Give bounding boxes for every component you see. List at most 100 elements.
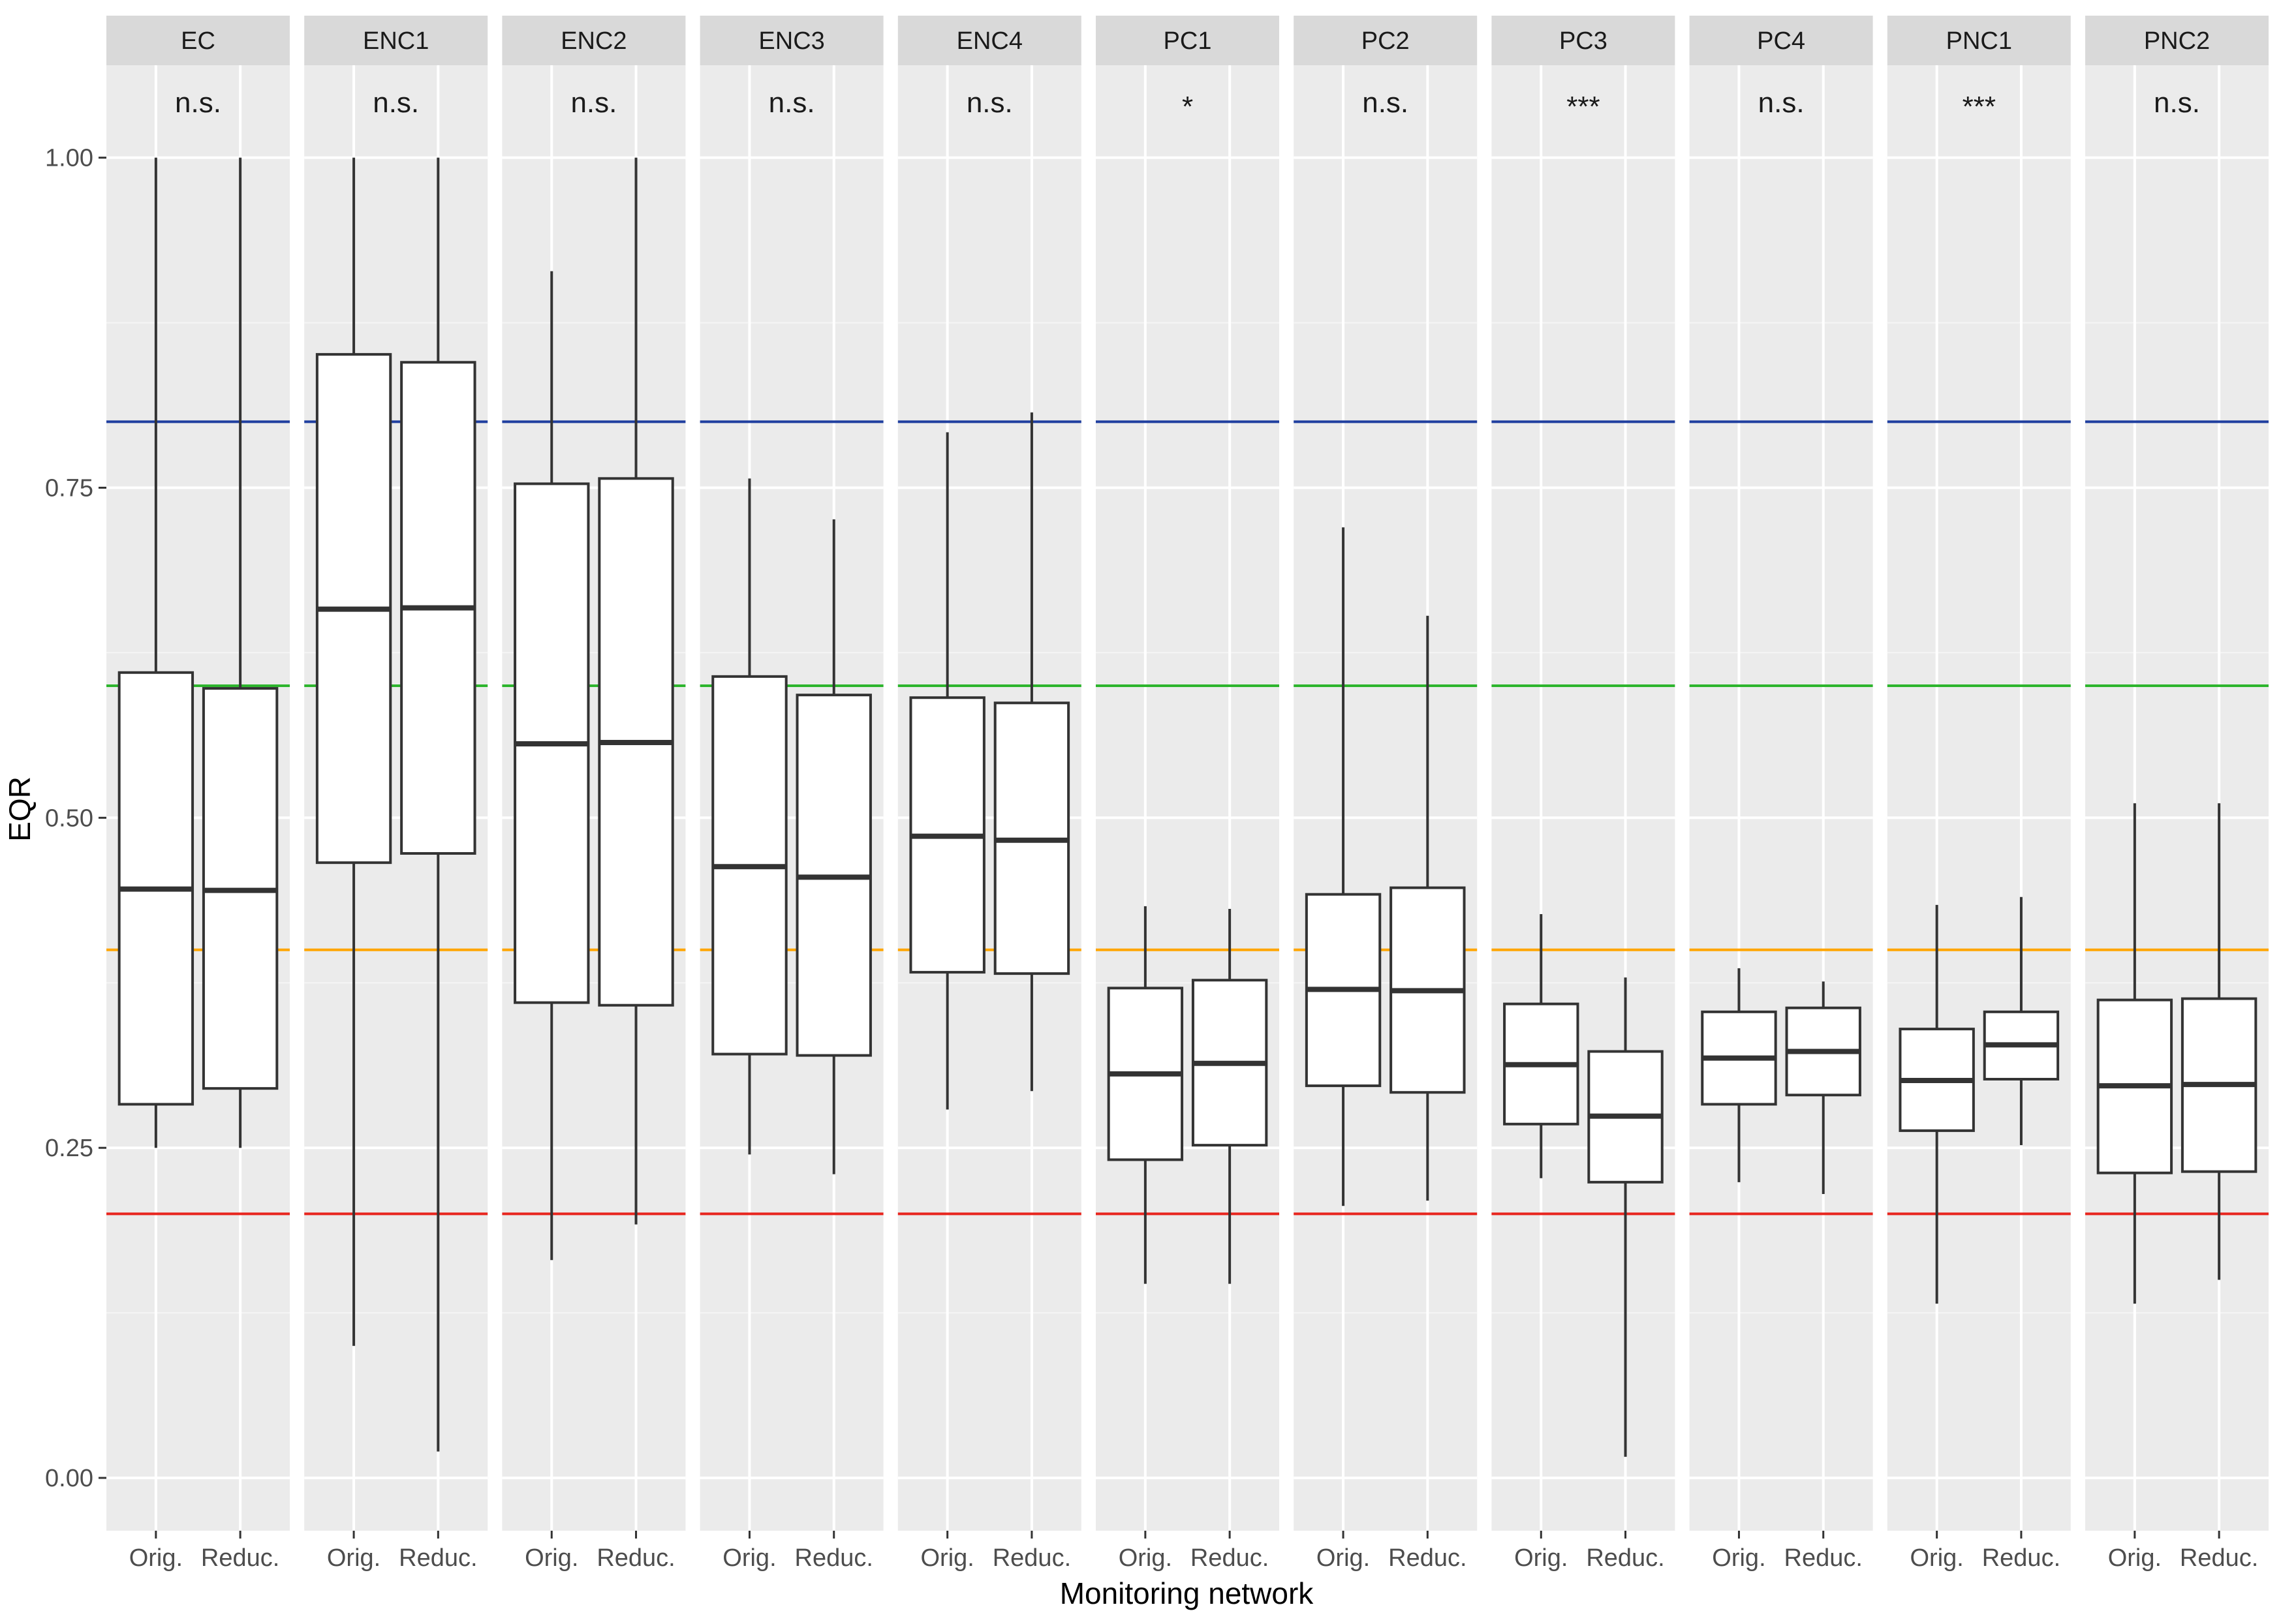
x-tick-label: Orig. bbox=[1119, 1544, 1172, 1572]
x-tick-label: Reduc. bbox=[201, 1544, 279, 1572]
x-tick-label: Orig. bbox=[2108, 1544, 2162, 1572]
significance-label: n.s. bbox=[1758, 87, 1805, 119]
facet-strip bbox=[1689, 16, 1873, 65]
significance-label: n.s. bbox=[769, 87, 815, 119]
x-tick-label: Orig. bbox=[129, 1544, 183, 1572]
y-tick-label: 0.25 bbox=[45, 1135, 93, 1162]
facet-strip bbox=[502, 16, 686, 65]
significance-label: n.s. bbox=[1362, 87, 1408, 119]
x-tick-label: Orig. bbox=[1514, 1544, 1568, 1572]
facet-panel-enc2: n.s. ENC2 Orig. Reduc. bbox=[502, 16, 686, 1572]
facet-strip-label: EC bbox=[181, 27, 215, 55]
x-tick-label: Reduc. bbox=[1388, 1544, 1466, 1572]
facet-strip bbox=[106, 16, 290, 65]
y-tick-label: 1.00 bbox=[45, 145, 93, 172]
facet-panel-enc1: n.s. ENC1 Orig. Reduc. bbox=[304, 16, 488, 1572]
facet-panel-pc1: * PC1 Orig. Reduc. bbox=[1096, 16, 1279, 1572]
facet-panel-ec: n.s. EC Orig. Reduc. bbox=[106, 16, 290, 1572]
panel-background bbox=[1887, 65, 2071, 1531]
facet-panel-pnc1: *** PNC1 Orig. Reduc. bbox=[1887, 16, 2071, 1572]
facet-panel-enc4: n.s. ENC4 Orig. Reduc. bbox=[897, 16, 1081, 1572]
significance-label: n.s. bbox=[175, 87, 221, 119]
facet-strip bbox=[2085, 16, 2269, 65]
x-tick-label: Orig. bbox=[525, 1544, 578, 1572]
x-tick-label: Reduc. bbox=[1586, 1544, 1664, 1572]
boxplot-reduc bbox=[1785, 981, 1861, 1195]
facet-strip-label: PNC2 bbox=[2144, 27, 2210, 55]
facet-strip-label: PC4 bbox=[1757, 27, 1805, 55]
x-tick-label: Reduc. bbox=[399, 1544, 477, 1572]
significance-label: * bbox=[1182, 91, 1193, 123]
x-tick-label: Orig. bbox=[1712, 1544, 1765, 1572]
boxplot-orig bbox=[1107, 906, 1184, 1284]
boxplot-reduc bbox=[400, 157, 476, 1452]
boxplot-reduc bbox=[993, 412, 1070, 1092]
boxplot-reduc bbox=[598, 157, 674, 1225]
boxplot-orig bbox=[1701, 968, 1777, 1182]
significance-label: n.s. bbox=[2154, 87, 2200, 119]
facet-strip-label: ENC4 bbox=[957, 27, 1023, 55]
facet-panel-enc3: n.s. ENC3 Orig. Reduc. bbox=[700, 16, 884, 1572]
significance-label: n.s. bbox=[967, 87, 1013, 119]
boxplot-reduc bbox=[1389, 615, 1466, 1201]
significance-label: n.s. bbox=[373, 87, 419, 119]
y-tick-label: 0.50 bbox=[45, 804, 93, 832]
facet-strip bbox=[1294, 16, 1478, 65]
x-axis-title: Monitoring network bbox=[1060, 1576, 1314, 1610]
facet-strip bbox=[304, 16, 488, 65]
boxplot-reduc bbox=[796, 519, 872, 1174]
x-tick-label: Reduc. bbox=[2180, 1544, 2258, 1572]
facet-panel-pc2: n.s. PC2 Orig. Reduc. bbox=[1294, 16, 1478, 1572]
boxplot-orig bbox=[711, 478, 788, 1155]
boxplot-orig bbox=[909, 432, 985, 1110]
x-tick-label: Orig. bbox=[722, 1544, 776, 1572]
boxplot-orig bbox=[1503, 914, 1579, 1178]
x-tick-label: Reduc. bbox=[1190, 1544, 1269, 1572]
boxplot-reduc bbox=[1983, 896, 2060, 1146]
x-tick-label: Orig. bbox=[327, 1544, 380, 1572]
x-tick-label: Orig. bbox=[1910, 1544, 1963, 1572]
y-axis: 0.00 0.25 0.50 0.75 1.00 bbox=[45, 145, 106, 1492]
facet-panel-pnc2: n.s. PNC2 Orig. Reduc. bbox=[2085, 16, 2269, 1572]
boxplot-orig bbox=[1305, 527, 1382, 1206]
panel-background bbox=[1491, 65, 1675, 1531]
x-tick-label: Reduc. bbox=[993, 1544, 1071, 1572]
panel-background bbox=[2085, 65, 2269, 1531]
facet-strip bbox=[897, 16, 1081, 65]
y-tick-label: 0.00 bbox=[45, 1465, 93, 1492]
boxplot-reduc bbox=[1191, 908, 1268, 1284]
boxplot-orig bbox=[2096, 803, 2173, 1304]
facet-strip-label: PC3 bbox=[1559, 27, 1607, 55]
facet-strip-label: ENC3 bbox=[758, 27, 824, 55]
x-tick-label: Reduc. bbox=[1784, 1544, 1863, 1572]
boxplot-orig bbox=[514, 271, 590, 1261]
facet-strip-label: ENC1 bbox=[363, 27, 429, 55]
boxplot-orig bbox=[315, 157, 392, 1346]
x-tick-label: Orig. bbox=[1316, 1544, 1370, 1572]
facet-strip-label: PC1 bbox=[1164, 27, 1212, 55]
facet-strip bbox=[1096, 16, 1279, 65]
facet-strip bbox=[700, 16, 884, 65]
boxplot-reduc bbox=[202, 157, 279, 1148]
facet-strip-label: PC2 bbox=[1361, 27, 1410, 55]
panel-background bbox=[1294, 65, 1478, 1531]
y-tick-label: 0.75 bbox=[45, 474, 93, 502]
panel-background bbox=[1096, 65, 1279, 1531]
significance-label: n.s. bbox=[570, 87, 617, 119]
significance-label: *** bbox=[1963, 91, 1996, 123]
boxplot-orig bbox=[117, 157, 194, 1148]
panel-background bbox=[1689, 65, 1873, 1531]
x-tick-label: Reduc. bbox=[597, 1544, 675, 1572]
significance-label: *** bbox=[1566, 91, 1600, 123]
facet-strip bbox=[1887, 16, 2071, 65]
boxplot-orig bbox=[1899, 904, 1975, 1304]
x-tick-label: Reduc. bbox=[795, 1544, 873, 1572]
x-tick-label: Reduc. bbox=[1982, 1544, 2060, 1572]
facet-strip bbox=[1491, 16, 1675, 65]
facet-strip-label: PNC1 bbox=[1946, 27, 2012, 55]
facet-strip-label: ENC2 bbox=[561, 27, 627, 55]
boxplot-reduc bbox=[2180, 803, 2258, 1280]
y-axis-title: EQR bbox=[3, 776, 37, 842]
